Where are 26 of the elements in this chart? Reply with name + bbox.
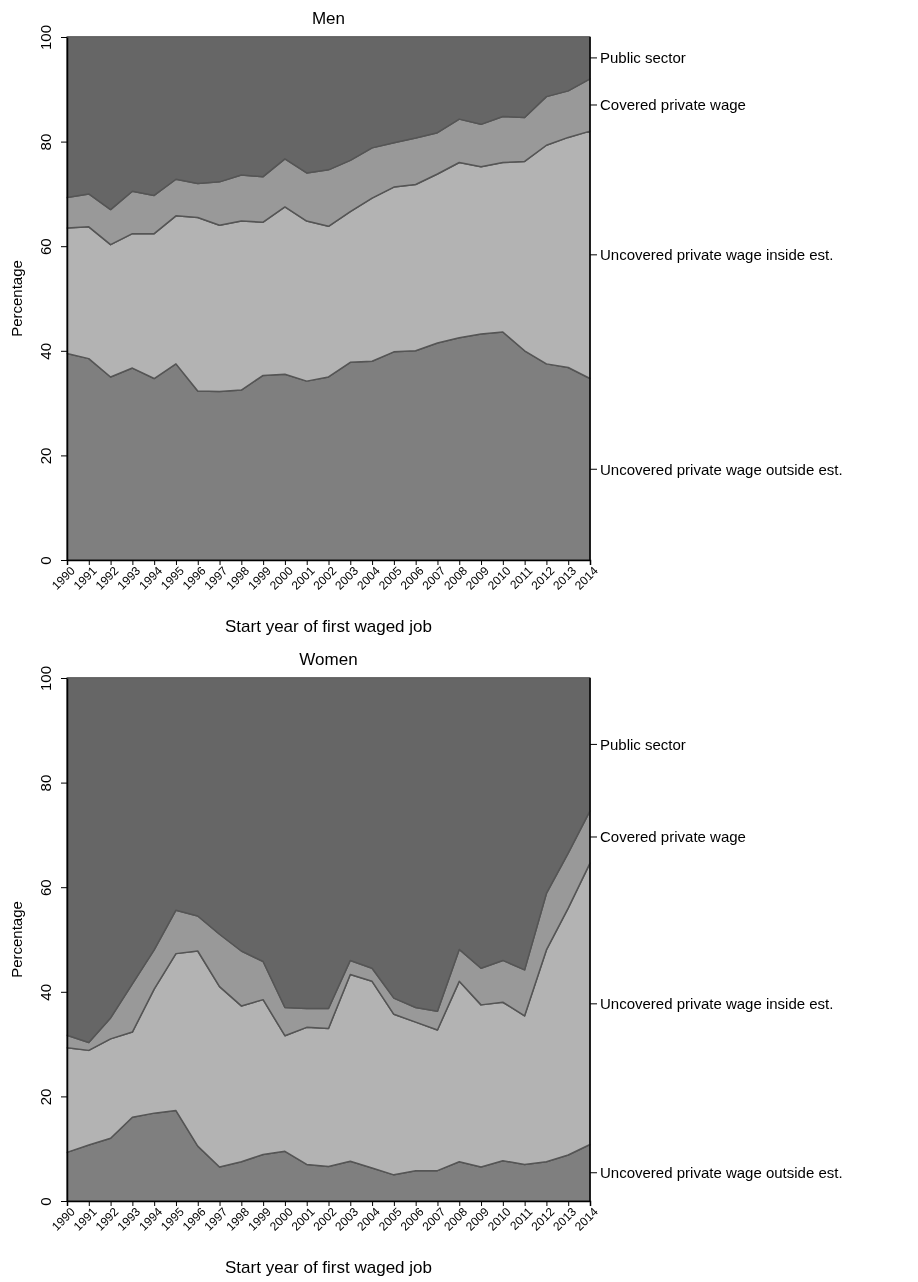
series-label: Public sector bbox=[600, 735, 686, 753]
y-tick-label: 60 bbox=[37, 238, 54, 256]
y-tick-label: 0 bbox=[37, 1197, 54, 1206]
series-label: Uncovered private wage inside est. bbox=[600, 995, 834, 1013]
y-tick-label: 20 bbox=[37, 447, 54, 465]
y-tick-label: 40 bbox=[37, 983, 54, 1001]
x-axis-title: Start year of first waged job bbox=[225, 1258, 432, 1277]
y-tick-label: 80 bbox=[37, 774, 54, 792]
series-label: Covered private wage bbox=[600, 828, 746, 846]
chart-title: Men bbox=[311, 9, 346, 28]
y-axis-title: Percentage bbox=[8, 901, 25, 978]
y-tick-label: 60 bbox=[37, 879, 54, 897]
series-label: Public sector bbox=[600, 49, 686, 67]
x-axis-title: Start year of first waged job bbox=[225, 617, 432, 636]
y-tick-label: 20 bbox=[37, 1088, 54, 1106]
y-tick-label: 100 bbox=[37, 665, 54, 692]
series-label: Uncovered private wage outside est. bbox=[600, 1164, 843, 1182]
y-tick-label: 80 bbox=[37, 133, 54, 151]
series-label: Uncovered private wage outside est. bbox=[600, 460, 843, 478]
chart-title: Women bbox=[299, 650, 358, 669]
series-label: Uncovered private wage inside est. bbox=[600, 246, 834, 264]
y-tick-label: 0 bbox=[37, 556, 54, 565]
y-tick-label: 100 bbox=[37, 24, 54, 51]
y-tick-label: 40 bbox=[37, 342, 54, 360]
y-axis-title: Percentage bbox=[8, 260, 25, 337]
series-label: Covered private wage bbox=[600, 96, 746, 114]
